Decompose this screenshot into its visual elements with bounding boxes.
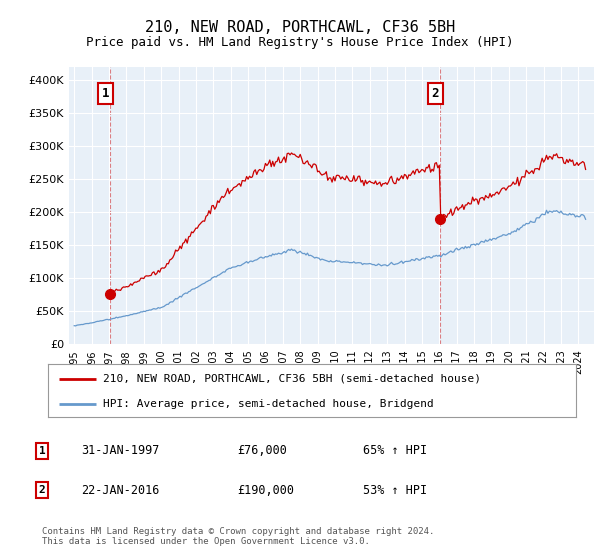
Text: Contains HM Land Registry data © Crown copyright and database right 2024.
This d: Contains HM Land Registry data © Crown c… bbox=[42, 526, 434, 546]
Text: £190,000: £190,000 bbox=[237, 483, 294, 497]
Text: HPI: Average price, semi-detached house, Bridgend: HPI: Average price, semi-detached house,… bbox=[103, 399, 434, 409]
Text: 31-JAN-1997: 31-JAN-1997 bbox=[81, 444, 160, 458]
Text: £76,000: £76,000 bbox=[237, 444, 287, 458]
Text: 2: 2 bbox=[38, 485, 46, 495]
Text: 210, NEW ROAD, PORTHCAWL, CF36 5BH (semi-detached house): 210, NEW ROAD, PORTHCAWL, CF36 5BH (semi… bbox=[103, 374, 481, 384]
Text: 210, NEW ROAD, PORTHCAWL, CF36 5BH: 210, NEW ROAD, PORTHCAWL, CF36 5BH bbox=[145, 20, 455, 35]
Text: 53% ↑ HPI: 53% ↑ HPI bbox=[363, 483, 427, 497]
Text: 1: 1 bbox=[101, 87, 109, 100]
Text: 65% ↑ HPI: 65% ↑ HPI bbox=[363, 444, 427, 458]
Text: 1: 1 bbox=[38, 446, 46, 456]
Text: 2: 2 bbox=[431, 87, 439, 100]
Text: Price paid vs. HM Land Registry's House Price Index (HPI): Price paid vs. HM Land Registry's House … bbox=[86, 36, 514, 49]
Text: 22-JAN-2016: 22-JAN-2016 bbox=[81, 483, 160, 497]
